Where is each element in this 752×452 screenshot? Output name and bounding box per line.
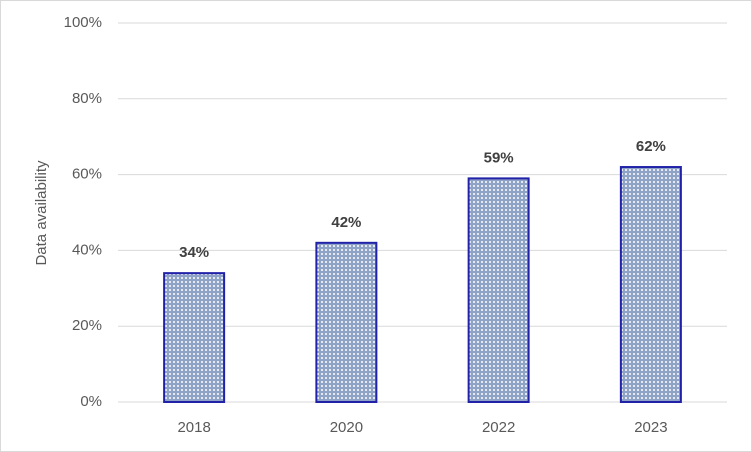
x-tick-label: 2023 xyxy=(634,419,667,436)
bar xyxy=(467,177,530,403)
bar xyxy=(315,241,378,403)
value-label: 59% xyxy=(484,149,514,166)
y-tick-label: 60% xyxy=(72,166,102,183)
bar xyxy=(163,272,226,404)
bar xyxy=(619,166,682,403)
value-label: 34% xyxy=(179,244,209,261)
x-tick-label: 2018 xyxy=(177,419,210,436)
x-tick-label: 2022 xyxy=(482,419,515,436)
value-label: 62% xyxy=(636,138,666,155)
value-label: 42% xyxy=(331,214,361,231)
y-tick-label: 100% xyxy=(64,14,102,31)
x-tick-label: 2020 xyxy=(330,419,363,436)
y-tick-label: 40% xyxy=(72,241,102,258)
y-tick-label: 20% xyxy=(72,317,102,334)
y-tick-label: 80% xyxy=(72,90,102,107)
y-tick-label: 0% xyxy=(80,393,102,410)
y-axis-label: Data availability xyxy=(33,160,50,266)
